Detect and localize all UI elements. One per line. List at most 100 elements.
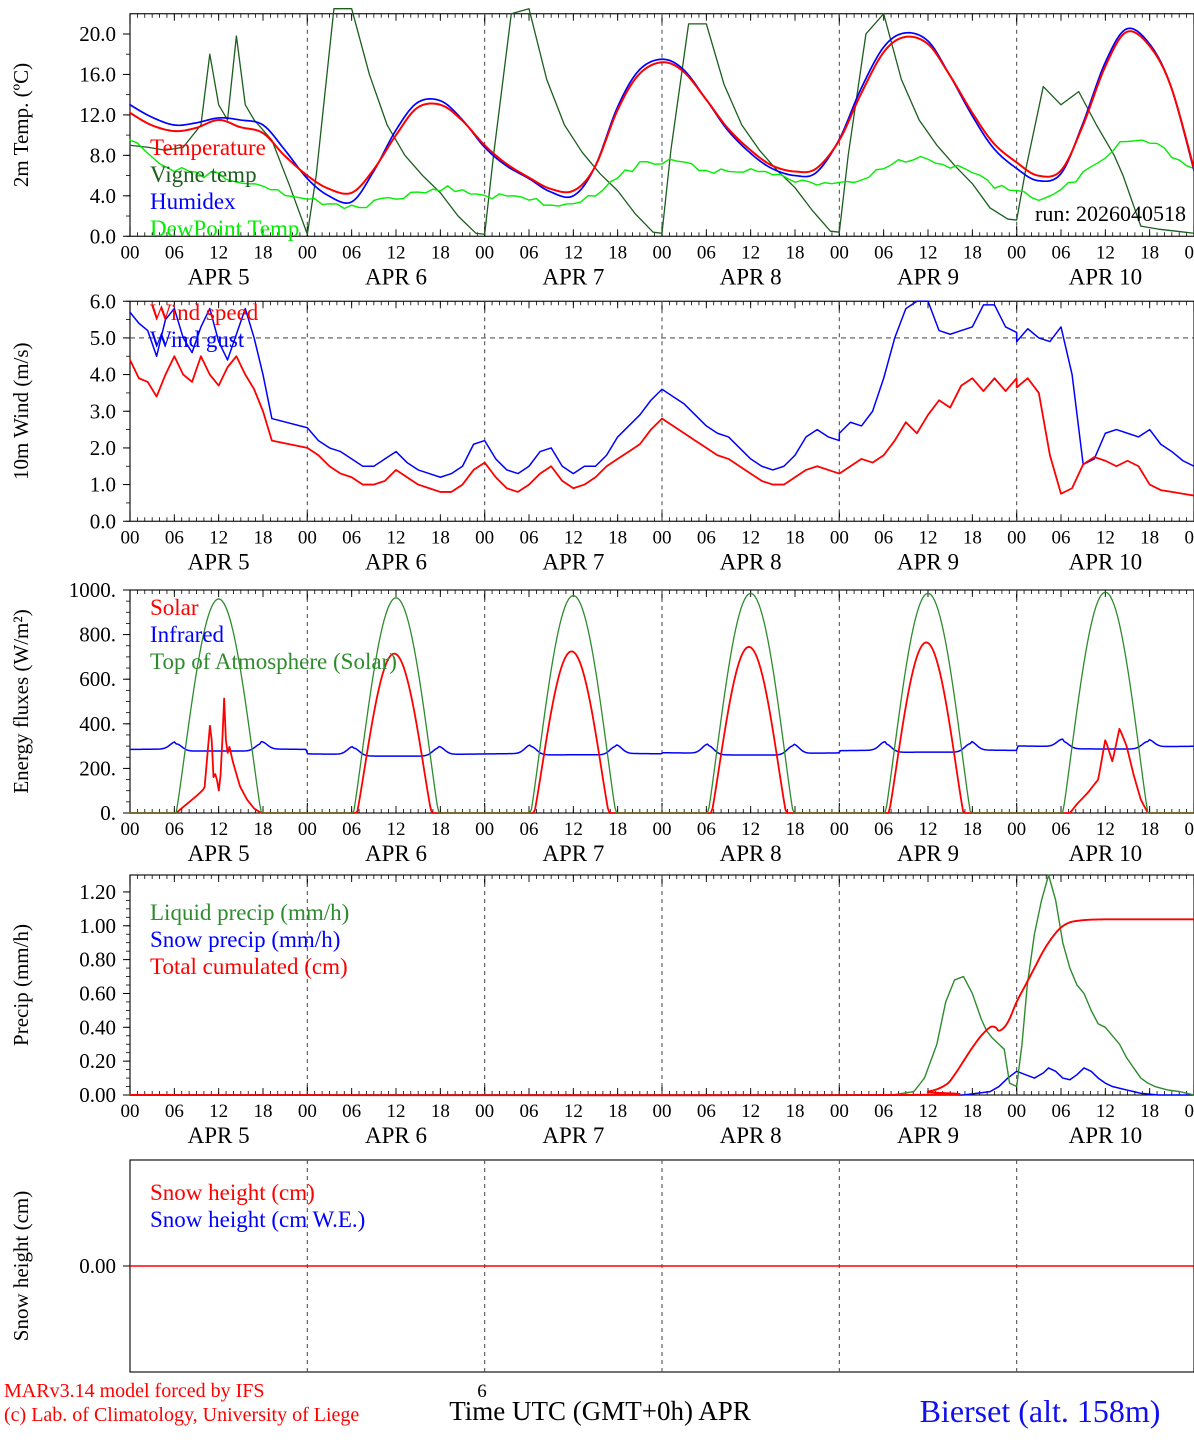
- svg-text:00: 00: [121, 1101, 140, 1122]
- svg-text:00: 00: [653, 1101, 672, 1122]
- svg-text:12: 12: [564, 527, 583, 548]
- svg-text:Snow height (cm): Snow height (cm): [150, 1180, 315, 1205]
- svg-text:00: 00: [1185, 242, 1194, 263]
- svg-text:Infrared: Infrared: [150, 622, 225, 647]
- svg-text:06: 06: [874, 1101, 893, 1122]
- svg-text:12: 12: [919, 819, 938, 840]
- svg-text:00: 00: [653, 527, 672, 548]
- svg-text:12: 12: [564, 1101, 583, 1122]
- svg-text:12: 12: [387, 242, 406, 263]
- svg-text:APR 6: APR 6: [365, 841, 427, 866]
- svg-text:06: 06: [697, 242, 716, 263]
- svg-text:2m Temp. (ºC): 2m Temp. (ºC): [9, 63, 33, 187]
- svg-text:600.: 600.: [79, 667, 116, 691]
- svg-text:00: 00: [653, 819, 672, 840]
- svg-text:18: 18: [431, 527, 450, 548]
- svg-text:Temperature: Temperature: [150, 135, 266, 160]
- svg-text:APR 8: APR 8: [720, 841, 782, 866]
- svg-text:00: 00: [298, 242, 317, 263]
- svg-text:00: 00: [121, 819, 140, 840]
- svg-text:APR 7: APR 7: [542, 1123, 604, 1148]
- svg-text:0.: 0.: [100, 801, 116, 825]
- svg-text:06: 06: [520, 242, 539, 263]
- svg-text:18: 18: [1140, 819, 1159, 840]
- svg-text:0.00: 0.00: [79, 1083, 116, 1107]
- svg-text:APR 9: APR 9: [897, 1123, 959, 1148]
- svg-text:18: 18: [786, 527, 805, 548]
- svg-text:APR 10: APR 10: [1069, 264, 1143, 289]
- svg-text:18: 18: [608, 1101, 627, 1122]
- svg-text:12: 12: [741, 1101, 760, 1122]
- svg-text:12: 12: [741, 819, 760, 840]
- svg-text:Time UTC (GMT+0h) APR: Time UTC (GMT+0h) APR: [449, 1396, 751, 1426]
- svg-text:12: 12: [919, 527, 938, 548]
- svg-text:Snow height (cm): Snow height (cm): [9, 1191, 33, 1341]
- svg-text:18: 18: [254, 527, 273, 548]
- svg-text:APR 6: APR 6: [365, 1123, 427, 1148]
- svg-text:06: 06: [165, 242, 184, 263]
- svg-text:06: 06: [874, 527, 893, 548]
- svg-text:18: 18: [963, 527, 982, 548]
- svg-text:20.0: 20.0: [79, 22, 116, 46]
- svg-text:200.: 200.: [79, 756, 116, 780]
- svg-text:18: 18: [254, 1101, 273, 1122]
- svg-text:12: 12: [387, 819, 406, 840]
- svg-text:12: 12: [564, 242, 583, 263]
- svg-text:APR 8: APR 8: [720, 549, 782, 574]
- svg-text:0.60: 0.60: [79, 981, 116, 1005]
- svg-text:00: 00: [121, 527, 140, 548]
- svg-text:00: 00: [298, 1101, 317, 1122]
- svg-text:12: 12: [919, 242, 938, 263]
- svg-text:00: 00: [830, 242, 849, 263]
- svg-text:00: 00: [653, 242, 672, 263]
- svg-text:APR 5: APR 5: [188, 264, 250, 289]
- svg-text:APR 7: APR 7: [542, 841, 604, 866]
- svg-text:12: 12: [741, 527, 760, 548]
- svg-text:APR 6: APR 6: [365, 549, 427, 574]
- svg-text:0.00: 0.00: [79, 1254, 116, 1278]
- svg-text:Snow height (cm W.E.): Snow height (cm W.E.): [150, 1207, 365, 1232]
- svg-text:0.80: 0.80: [79, 948, 116, 972]
- svg-text:12: 12: [387, 1101, 406, 1122]
- svg-text:18: 18: [1140, 1101, 1159, 1122]
- svg-text:0.0: 0.0: [90, 224, 116, 248]
- svg-text:Snow precip (mm/h): Snow precip (mm/h): [150, 927, 340, 952]
- svg-text:Solar: Solar: [150, 595, 199, 620]
- svg-text:8.0: 8.0: [90, 143, 116, 167]
- svg-text:(c) Lab. of Climatology, Unive: (c) Lab. of Climatology, University of L…: [4, 1404, 359, 1426]
- svg-text:run: 2026040518: run: 2026040518: [1035, 201, 1186, 226]
- svg-text:00: 00: [298, 819, 317, 840]
- svg-text:00: 00: [1007, 1101, 1026, 1122]
- svg-text:12: 12: [919, 1101, 938, 1122]
- svg-text:00: 00: [1007, 819, 1026, 840]
- svg-text:APR 10: APR 10: [1069, 841, 1143, 866]
- svg-text:Total cumulated (cm): Total cumulated (cm): [150, 954, 348, 979]
- svg-text:00: 00: [475, 1101, 494, 1122]
- svg-text:18: 18: [963, 242, 982, 263]
- svg-text:18: 18: [608, 242, 627, 263]
- svg-text:1.00: 1.00: [79, 914, 116, 938]
- svg-text:12: 12: [564, 819, 583, 840]
- svg-text:APR 5: APR 5: [188, 549, 250, 574]
- svg-text:0.20: 0.20: [79, 1049, 116, 1073]
- svg-text:00: 00: [1185, 819, 1194, 840]
- svg-text:06: 06: [1052, 819, 1071, 840]
- svg-text:12: 12: [209, 1101, 228, 1122]
- svg-text:06: 06: [342, 527, 361, 548]
- svg-text:06: 06: [697, 819, 716, 840]
- svg-text:18: 18: [431, 819, 450, 840]
- svg-text:18: 18: [963, 1101, 982, 1122]
- svg-text:2.0: 2.0: [90, 436, 116, 460]
- svg-text:18: 18: [1140, 527, 1159, 548]
- svg-text:06: 06: [342, 1101, 361, 1122]
- svg-text:APR 8: APR 8: [720, 1123, 782, 1148]
- svg-text:Liquid precip (mm/h): Liquid precip (mm/h): [150, 900, 349, 925]
- svg-text:00: 00: [475, 819, 494, 840]
- svg-text:12: 12: [1096, 527, 1115, 548]
- svg-text:4.0: 4.0: [90, 184, 116, 208]
- svg-text:1.0: 1.0: [90, 473, 116, 497]
- svg-text:4.0: 4.0: [90, 363, 116, 387]
- svg-text:18: 18: [431, 242, 450, 263]
- svg-text:18: 18: [431, 1101, 450, 1122]
- svg-text:06: 06: [165, 1101, 184, 1122]
